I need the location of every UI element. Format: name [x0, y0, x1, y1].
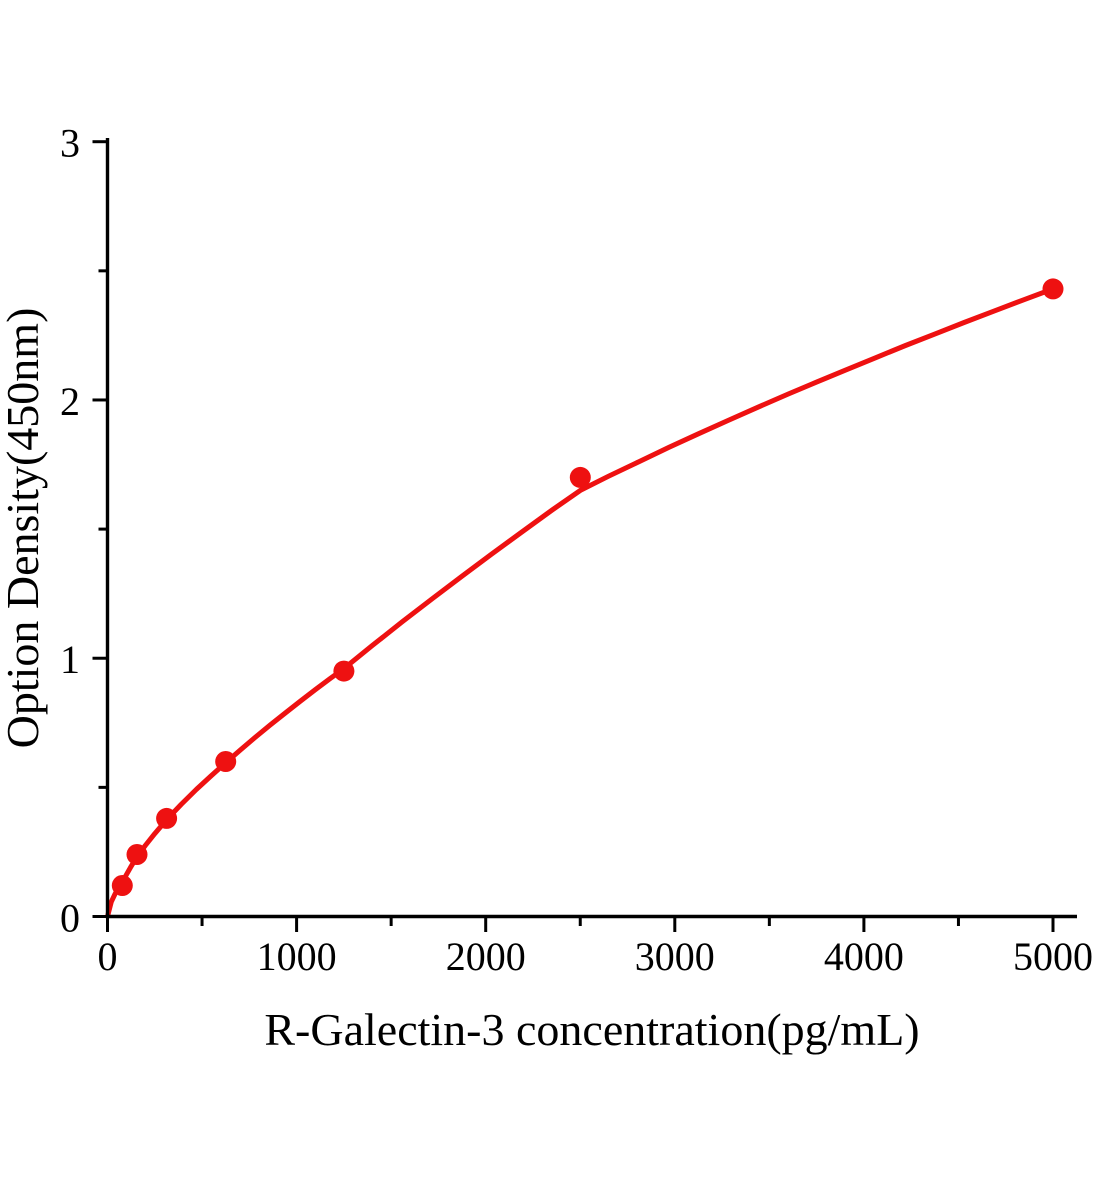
data-point: [126, 844, 148, 865]
y-tick-label: 3: [60, 121, 80, 166]
data-point: [215, 751, 237, 772]
x-axis-title: R-Galectin-3 concentration(pg/mL): [264, 1004, 919, 1055]
x-tick-label: 1000: [257, 934, 337, 979]
y-tick-label: 0: [60, 896, 80, 941]
x-tick-label: 5000: [1013, 934, 1093, 979]
data-point: [333, 660, 355, 682]
data-point: [156, 807, 178, 829]
x-tick-label: 4000: [824, 934, 904, 979]
y-tick-label: 1: [60, 637, 80, 682]
data-point: [111, 875, 133, 896]
fit-curve: [105, 286, 1056, 919]
x-tick-label: 0: [98, 934, 118, 979]
y-axis-title: Option Density(450nm): [0, 308, 48, 749]
data-point: [569, 466, 591, 488]
data-point: [1042, 278, 1064, 300]
data-points-layer: [111, 278, 1064, 896]
x-tick-label: 3000: [635, 934, 715, 979]
tick-labels-layer: 0 1 2 3 0 1000 2000 3000 4000 5000: [60, 121, 1093, 979]
axes-layer: [105, 138, 1077, 919]
fit-curve-layer: [105, 286, 1056, 919]
ticks-layer: [92, 140, 1055, 932]
y-tick-label: 2: [60, 379, 80, 424]
x-tick-label: 2000: [446, 934, 526, 979]
